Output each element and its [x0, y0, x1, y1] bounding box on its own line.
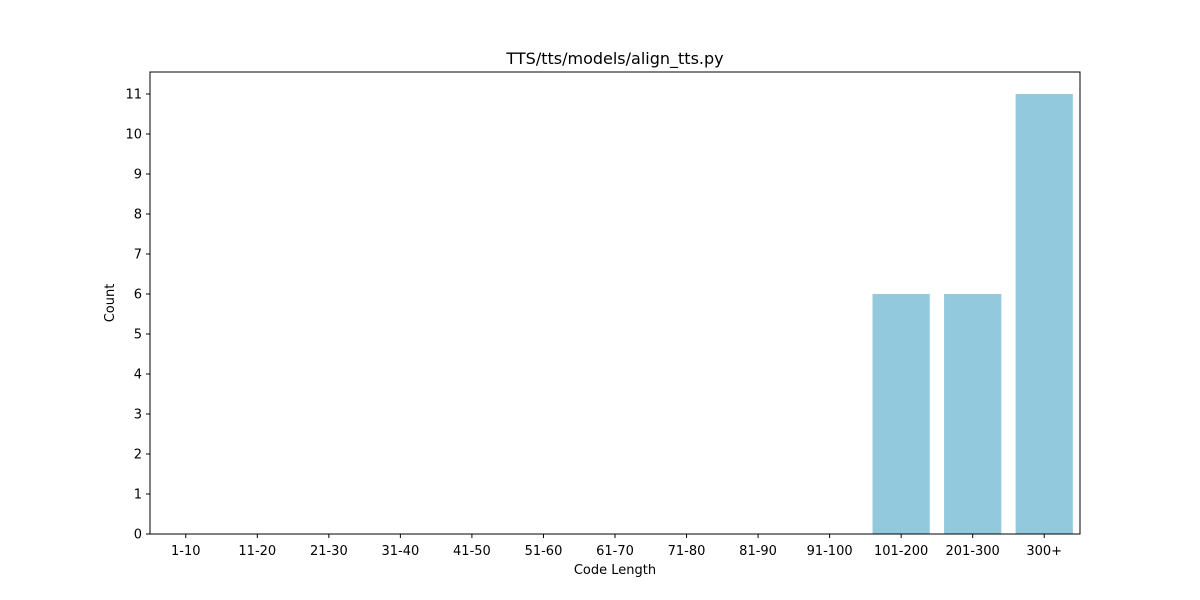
x-tick-label: 1-10: [171, 544, 201, 559]
x-tick-label: 61-70: [596, 544, 634, 559]
x-tick-label: 300+: [1026, 544, 1062, 559]
y-axis: 0 1 2 3 4 5 6 7 8 9 10 11: [125, 88, 150, 543]
y-axis-title: Count: [103, 284, 118, 323]
x-axis: 1-10 11-20 21-30 31-40 41-50 51-60 61-70 71-80 8…: [171, 534, 1062, 559]
bar-101-200: [872, 294, 930, 534]
x-tick-label: 81-90: [739, 544, 777, 559]
x-tick-label: 41-50: [453, 544, 491, 559]
x-tick-label: 201-300: [946, 544, 1000, 559]
y-tick-label: 9: [134, 168, 142, 183]
y-tick-label: 10: [125, 128, 142, 143]
bars-layer: [872, 94, 1073, 534]
y-tick-label: 5: [134, 328, 142, 343]
y-tick-label: 1: [134, 488, 142, 503]
y-tick-label: 11: [125, 88, 142, 103]
chart-title: TTS/tts/models/align_tts.py: [505, 49, 723, 69]
y-tick-label: 2: [134, 448, 142, 463]
x-tick-label: 91-100: [807, 544, 853, 559]
x-tick-label: 101-200: [874, 544, 928, 559]
plot-frame: [149, 71, 1081, 535]
y-tick-label: 3: [134, 408, 142, 423]
bar-201-300: [944, 294, 1002, 534]
x-tick-label: 21-30: [310, 544, 348, 559]
y-tick-label: 8: [134, 208, 142, 223]
x-tick-label: 31-40: [381, 544, 419, 559]
x-tick-label: 11-20: [238, 544, 276, 559]
x-axis-title: Code Length: [574, 563, 656, 578]
y-tick-label: 6: [134, 288, 142, 303]
bar-300+: [1015, 94, 1073, 534]
y-tick-label: 0: [134, 528, 142, 543]
y-tick-label: 4: [134, 368, 142, 383]
y-tick-label: 7: [134, 248, 142, 263]
x-tick-label: 51-60: [525, 544, 563, 559]
x-tick-label: 71-80: [668, 544, 706, 559]
